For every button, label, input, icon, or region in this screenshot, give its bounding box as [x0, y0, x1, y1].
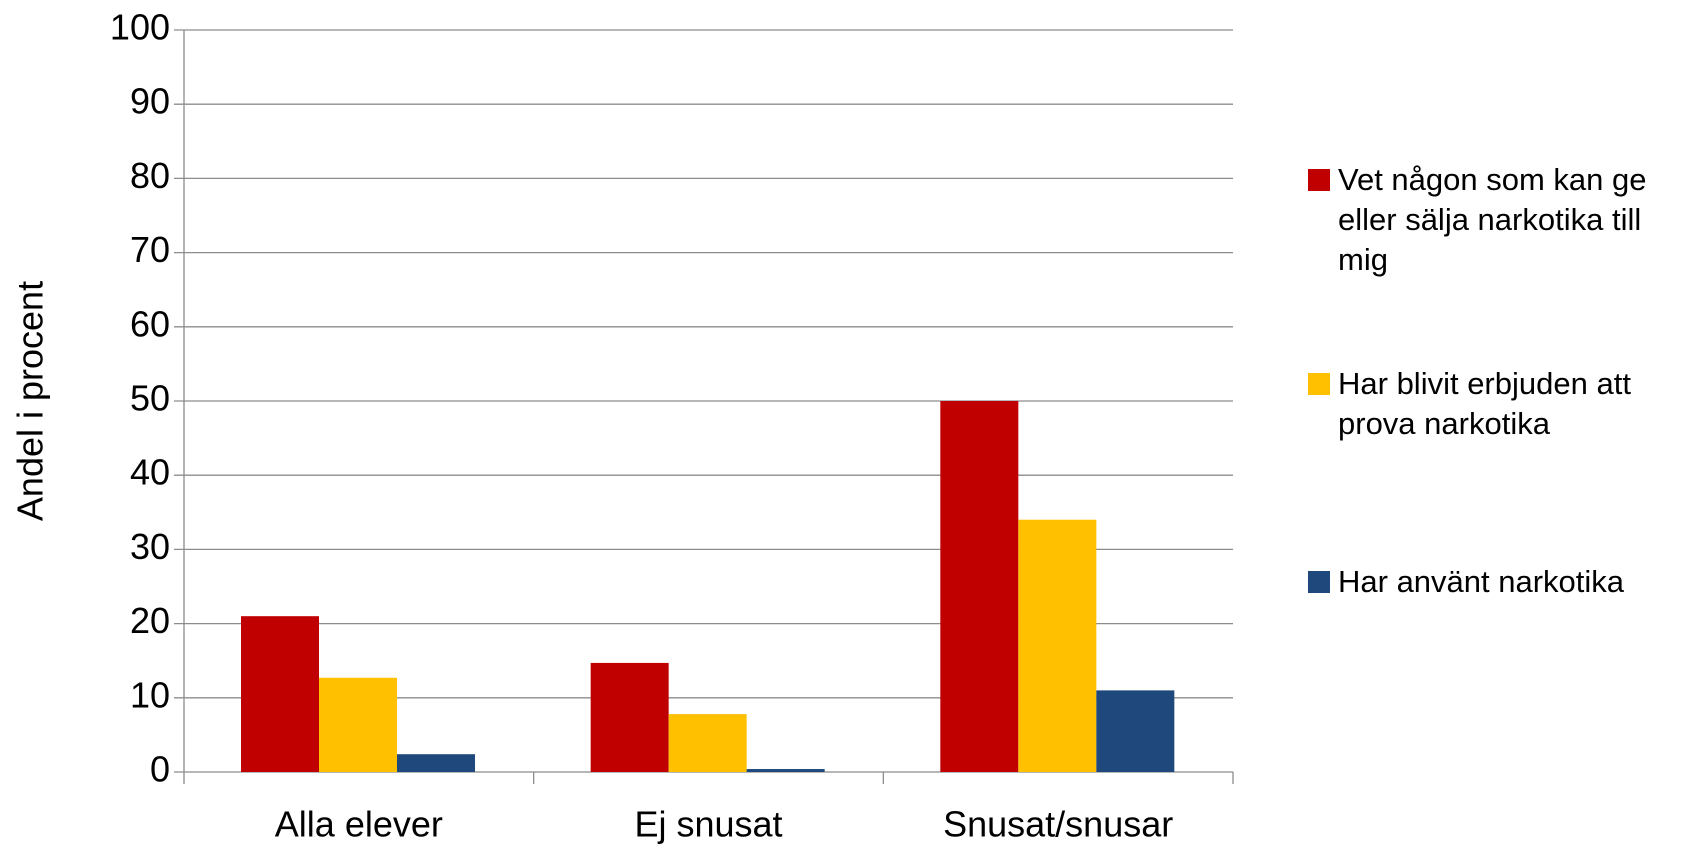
legend-swatch: [1308, 571, 1330, 593]
y-tick-label: 70: [130, 229, 170, 270]
legend-item: Har använt narkotika: [1308, 562, 1698, 602]
legend-item: Vet någon som kan ge eller sälja narkoti…: [1308, 160, 1698, 280]
y-tick-label: 80: [130, 155, 170, 196]
legend-item: Har blivit erbjuden att prova narkotika: [1308, 364, 1698, 444]
legend-swatch: [1308, 373, 1330, 395]
y-tick-label: 100: [110, 7, 170, 48]
bar: [241, 616, 319, 772]
bar: [397, 754, 475, 772]
y-tick-label: 60: [130, 303, 170, 344]
y-tick-label: 40: [130, 452, 170, 493]
legend-swatch: [1308, 169, 1330, 191]
y-tick-label: 90: [130, 81, 170, 122]
bar: [1096, 690, 1175, 772]
x-tick-label: Alla elever: [275, 804, 443, 845]
x-tick-label: Ej snusat: [634, 804, 782, 845]
bar: [746, 769, 825, 772]
legend-label: Har blivit erbjuden att prova narkotika: [1338, 366, 1631, 441]
bar: [319, 677, 397, 772]
x-tick-label: Snusat/snusar: [943, 804, 1173, 845]
y-tick-label: 10: [130, 674, 170, 715]
y-axis-title: Andel i procent: [10, 281, 51, 521]
y-tick-label: 50: [130, 378, 170, 419]
y-tick-label: 20: [130, 600, 170, 641]
bar: [940, 401, 1019, 772]
legend-label: Vet någon som kan ge eller sälja narkoti…: [1338, 162, 1647, 277]
bar: [668, 714, 747, 772]
bar: [590, 662, 669, 772]
y-tick-label: 30: [130, 526, 170, 567]
y-tick-label: 0: [150, 749, 170, 790]
bar: [1018, 519, 1097, 772]
legend-label: Har använt narkotika: [1338, 564, 1625, 599]
